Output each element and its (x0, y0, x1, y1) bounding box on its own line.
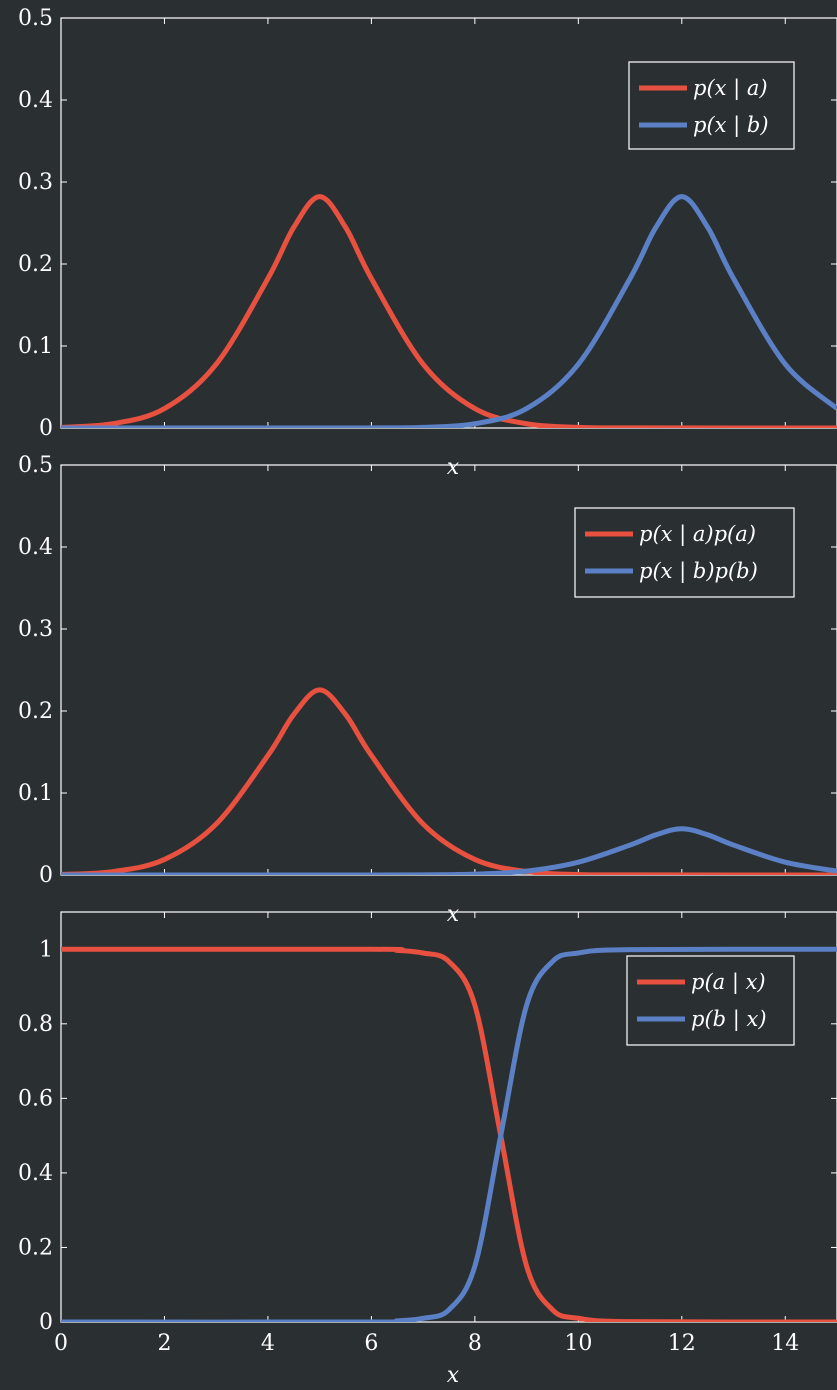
y-tick-label: 0 (39, 1310, 53, 1335)
legend-entry: p(b | x) (691, 1007, 767, 1032)
y-tick-label: 0.4 (18, 535, 53, 560)
legend-entry: p(x | b) (693, 113, 769, 138)
x-tick-label: 8 (468, 1331, 482, 1356)
x-tick-label: 2 (157, 1331, 171, 1356)
y-tick-label: 0.5 (18, 6, 53, 31)
legend-entry: p(x | b)p(b) (639, 559, 758, 584)
series-line-a (61, 194, 837, 428)
series-line-a (61, 687, 837, 875)
x-tick-label: 14 (771, 1331, 799, 1356)
y-tick-label: 0.5 (18, 453, 53, 478)
x-axis-label: x (447, 455, 460, 480)
x-tick-label: 10 (564, 1331, 592, 1356)
legend-entry: p(x | a) (693, 76, 768, 101)
y-tick-label: 0.1 (18, 334, 53, 359)
y-tick-label: 0.2 (18, 699, 53, 724)
x-tick-label: 12 (668, 1331, 696, 1356)
axes-frame (60, 911, 837, 1323)
y-tick-label: 0.2 (18, 252, 53, 277)
series-line-b (61, 194, 837, 428)
y-tick-label: 0.3 (18, 170, 53, 195)
x-tick-label: 0 (54, 1331, 68, 1356)
series-line-b (61, 826, 837, 875)
x-axis-label: x (447, 1363, 460, 1388)
x-tick-label: 6 (364, 1331, 378, 1356)
y-tick-label: 0.4 (18, 1161, 53, 1186)
y-tick-label: 0.1 (18, 781, 53, 806)
y-tick-label: 0 (39, 416, 53, 441)
y-tick-label: 0.2 (18, 1235, 53, 1260)
y-tick-label: 0.6 (18, 1086, 53, 1111)
legend-entry: p(a | x) (691, 970, 766, 995)
legend-box (628, 61, 795, 150)
y-tick-label: 0 (39, 863, 53, 888)
y-tick-label: 0.4 (18, 88, 53, 113)
series-line-b (61, 946, 837, 1322)
y-tick-label: 0.8 (18, 1012, 53, 1037)
x-tick-label: 4 (261, 1331, 275, 1356)
legend-box (574, 507, 795, 598)
x-axis-label: x (447, 902, 460, 927)
y-tick-label: 0.3 (18, 617, 53, 642)
chart-panel-middle: 0 0.1 0.2 0.3 0.4 0.5 x p(x | a)p(a) p(x | b)p(b… (18, 453, 837, 927)
legend-box (626, 955, 795, 1046)
legend-entry: p(x | a)p(a) (639, 522, 756, 547)
series-line-a (61, 946, 837, 1322)
y-tick-label: 1 (39, 937, 53, 962)
chart-panel-top: 0 0.1 0.2 0.3 0.4 0.5 x p(x | a) p(x | b) (18, 6, 837, 480)
